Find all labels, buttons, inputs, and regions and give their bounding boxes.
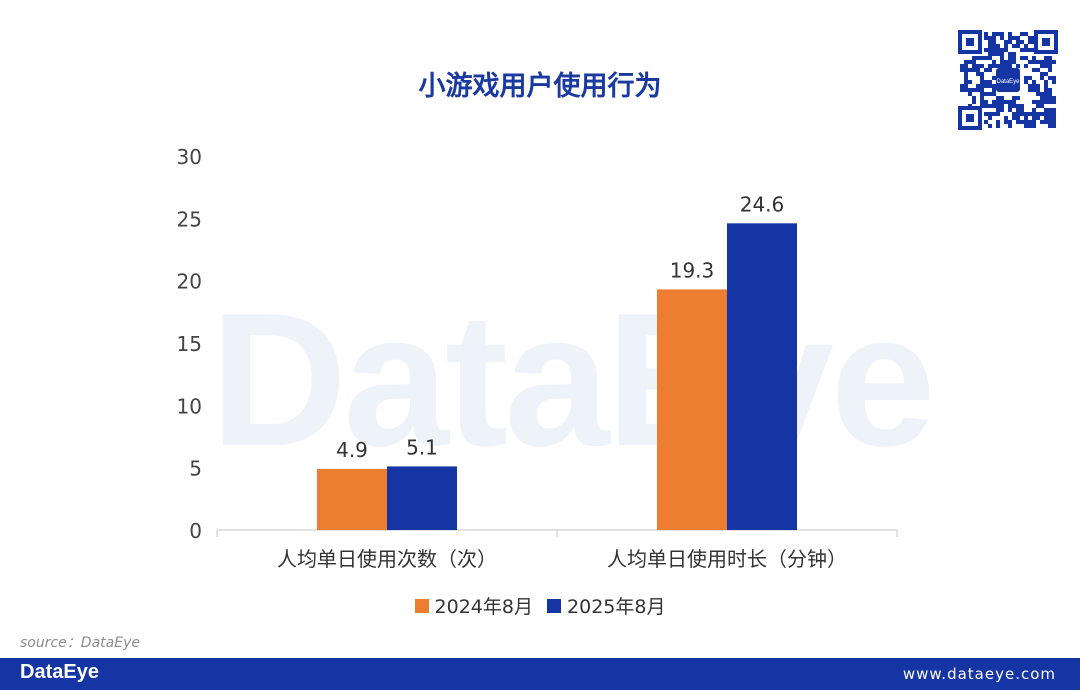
legend-label-2025: 2025年8月 xyxy=(567,596,666,618)
bars xyxy=(317,223,797,530)
x-tick-label: 人均单日使用时长（分钟） xyxy=(607,547,847,571)
y-tick-label: 25 xyxy=(177,207,202,231)
legend-item-2024: 2024年8月 xyxy=(414,592,533,619)
x-axis: 人均单日使用次数（次） 人均单日使用时长（分钟） xyxy=(216,530,898,571)
footer-bar: DataEye www.dataeye.com xyxy=(0,658,1080,690)
source-note: source：DataEye xyxy=(20,635,140,651)
watermark: DataEye xyxy=(210,274,936,486)
legend: 2024年8月 2025年8月 xyxy=(0,592,1080,619)
data-labels: 4.9 5.1 19.3 24.6 xyxy=(336,192,784,462)
legend-swatch-2025 xyxy=(547,598,562,613)
y-tick-label: 20 xyxy=(177,270,202,294)
y-tick-label: 15 xyxy=(177,332,202,356)
data-label: 4.9 xyxy=(336,438,368,462)
legend-label-2024: 2024年8月 xyxy=(434,596,533,618)
legend-item-2025: 2025年8月 xyxy=(547,592,665,619)
y-tick-label: 5 xyxy=(189,457,202,481)
y-tick-label: 0 xyxy=(189,519,202,543)
chart-title: 小游戏用户使用行为 xyxy=(418,71,662,102)
qr-logo-text: DataEye xyxy=(996,79,1020,85)
y-tick-label: 10 xyxy=(177,394,202,418)
bar xyxy=(657,289,727,530)
data-label: 5.1 xyxy=(406,435,438,459)
qr-logo xyxy=(996,68,1020,92)
footer-logo: DataEye xyxy=(20,661,99,683)
qr-code: DataEye xyxy=(958,30,1058,130)
bar xyxy=(727,223,797,530)
bar xyxy=(317,468,387,530)
y-axis: 0 5 10 15 20 25 30 xyxy=(177,145,202,543)
footer-url[interactable]: www.dataeye.com xyxy=(902,665,1056,683)
x-tick-label: 人均单日使用次数（次） xyxy=(277,547,497,571)
y-tick-label: 30 xyxy=(177,145,202,169)
legend-swatch-2024 xyxy=(414,598,429,613)
data-label: 24.6 xyxy=(740,192,785,216)
data-label: 19.3 xyxy=(670,258,715,282)
bar xyxy=(387,466,457,530)
